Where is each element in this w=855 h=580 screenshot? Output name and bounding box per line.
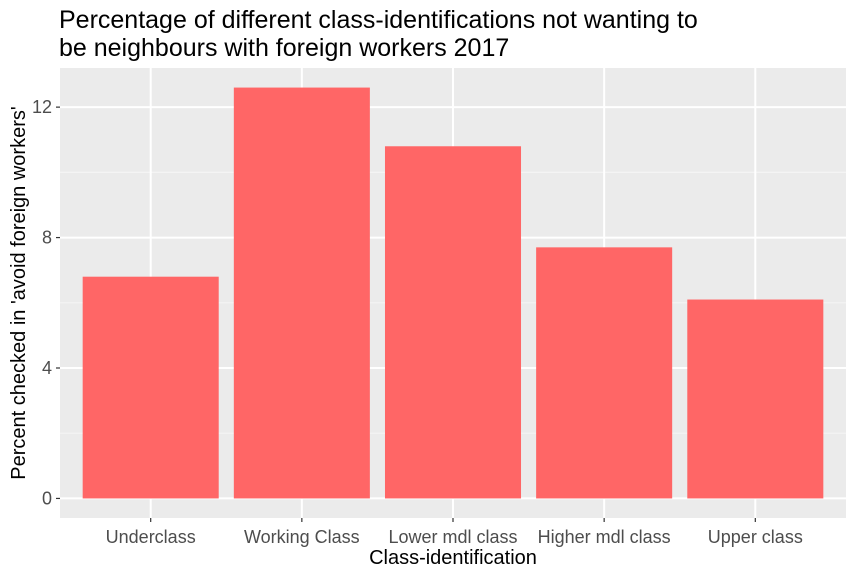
y-axis-ticks: 0 4 8 12 — [32, 97, 60, 508]
x-axis-label: Class-identification — [369, 547, 537, 569]
x-tick-label: Upper class — [708, 527, 803, 547]
chart-title-line-1: Percentage of different class-identifica… — [59, 6, 698, 34]
y-tick-label: 12 — [32, 97, 52, 117]
y-tick-label: 4 — [42, 358, 52, 378]
bar-lower-mdl-class — [384, 146, 522, 499]
chart-title-line-2: be neighbours with foreign workers 2017 — [59, 34, 509, 62]
y-tick-label: 8 — [42, 228, 52, 248]
x-tick-label: Underclass — [106, 527, 196, 547]
y-tick-label: 0 — [42, 488, 52, 508]
bar-underclass — [82, 276, 219, 499]
x-tick-label: Working Class — [244, 527, 360, 547]
bar-higher-mdl-class — [536, 247, 673, 499]
bar-working-class — [233, 87, 370, 499]
bars-group — [82, 87, 824, 499]
x-tick-label: Higher mdl class — [538, 527, 671, 547]
x-axis-ticks: Underclass Working Class Lower mdl class Hi… — [106, 518, 803, 547]
bar-upper-class — [687, 299, 824, 499]
y-axis-label: Percent checked in 'avoid foreign worker… — [8, 106, 30, 479]
x-tick-label: Lower mdl class — [388, 527, 517, 547]
